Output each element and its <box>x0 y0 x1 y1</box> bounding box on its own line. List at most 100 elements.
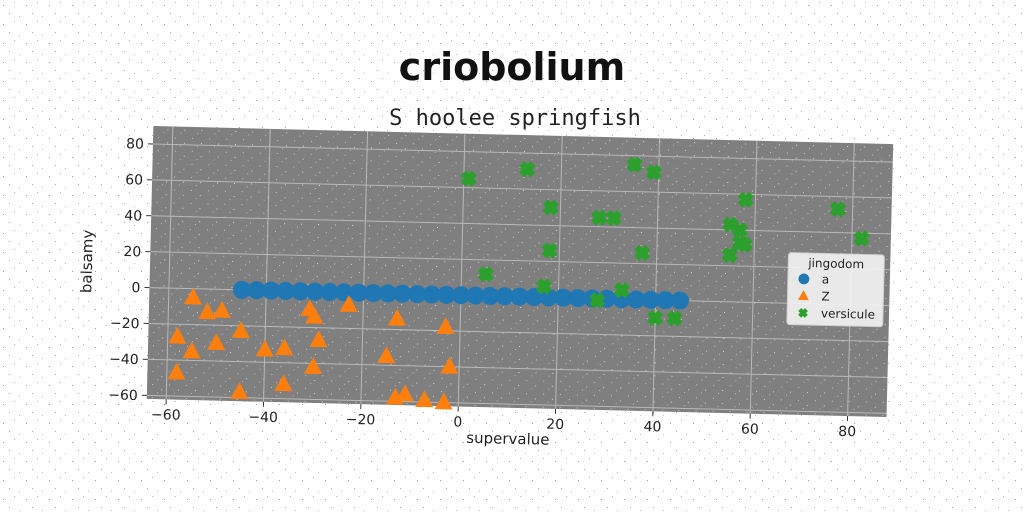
point-a <box>539 288 558 307</box>
point-z <box>274 374 293 392</box>
y-grid-line <box>151 215 892 235</box>
y-grid-line <box>152 179 892 199</box>
x-grid-line <box>652 138 661 412</box>
point-versicule <box>591 209 608 226</box>
point-a <box>451 286 470 305</box>
y-tick-label: −20 <box>110 316 140 333</box>
legend-label-z: Z <box>821 289 830 303</box>
y-tick-label: 0 <box>131 280 140 296</box>
point-a <box>364 284 383 303</box>
point-z <box>182 341 201 359</box>
x-grid-line <box>360 131 369 405</box>
point-versicule <box>460 170 477 187</box>
y-grid-line <box>146 394 887 414</box>
point-z <box>434 392 453 410</box>
point-versicule <box>736 236 753 253</box>
point-a <box>262 281 281 300</box>
point-a <box>481 286 500 305</box>
series-a <box>232 280 689 310</box>
point-a <box>378 284 397 303</box>
x-grid-line <box>555 135 563 409</box>
point-versicule <box>477 266 494 283</box>
point-z <box>415 390 434 408</box>
point-versicule <box>829 201 847 218</box>
point-versicule <box>542 199 559 216</box>
x-tick-label: −40 <box>248 409 278 426</box>
point-a <box>656 291 675 310</box>
point-a <box>437 285 456 304</box>
ticks: −60 −40 −20 0 20 40 60 80 −60 −40 −20 0 20 40 60 80 <box>108 136 856 440</box>
y-tick-label: 80 <box>126 136 144 152</box>
point-a <box>510 287 529 306</box>
point-z <box>255 339 274 357</box>
point-z <box>231 321 250 339</box>
y-grid-line <box>150 251 891 271</box>
x-grid-line <box>749 140 758 414</box>
point-versicule <box>666 310 683 327</box>
series-layer <box>167 156 870 410</box>
point-versicule <box>645 164 663 181</box>
point-versicule <box>853 230 870 247</box>
legend-label-a: a <box>822 272 830 286</box>
y-tick-label: 60 <box>125 172 143 188</box>
point-versicule <box>605 209 622 227</box>
point-versicule <box>721 246 738 264</box>
y-tick-label: 40 <box>124 208 142 224</box>
legend-marker-z <box>797 289 809 301</box>
point-z <box>436 317 455 335</box>
x-tick-label: 80 <box>838 424 856 440</box>
point-a <box>627 290 646 309</box>
y-tick-label: −60 <box>108 387 138 404</box>
legend-marker-a <box>798 273 810 285</box>
x-tick-label: −20 <box>346 412 376 429</box>
legend-label-versicule: versicule <box>821 306 875 321</box>
point-a <box>568 289 587 308</box>
point-z <box>167 362 186 380</box>
series-versicule <box>460 156 870 327</box>
point-a <box>232 280 251 299</box>
point-z <box>377 346 396 364</box>
point-a <box>247 281 266 300</box>
point-a <box>305 282 324 301</box>
point-versicule <box>613 282 630 299</box>
x-axis-label: supervalue <box>466 429 550 449</box>
point-z <box>339 295 358 313</box>
point-a <box>349 283 368 302</box>
y-axis-label: balsamy <box>77 229 97 293</box>
y-tick-label: 20 <box>123 244 141 260</box>
point-versicule <box>634 244 651 262</box>
legend-marker-versicule <box>798 308 808 318</box>
plot-area-speckles <box>146 126 894 417</box>
y-tick-label: −40 <box>109 351 139 368</box>
point-versicule <box>535 278 553 295</box>
y-grid-line <box>148 323 889 343</box>
point-z <box>440 356 459 374</box>
point-a <box>495 287 514 306</box>
y-grid-line <box>147 358 888 378</box>
point-z <box>183 287 202 305</box>
legend-title: jingodom <box>807 256 864 271</box>
point-versicule <box>541 242 558 259</box>
point-versicule <box>519 161 536 178</box>
point-a <box>524 287 543 306</box>
point-z <box>275 338 294 356</box>
y-grid-line <box>152 143 893 163</box>
point-z <box>303 357 322 375</box>
x-tick-label: 20 <box>546 417 564 433</box>
point-a <box>554 288 573 307</box>
point-versicule <box>737 191 754 208</box>
point-z <box>309 330 328 348</box>
point-a <box>670 291 689 310</box>
point-z <box>168 326 187 344</box>
point-versicule <box>589 292 606 309</box>
point-a <box>422 285 441 304</box>
point-z <box>305 306 324 324</box>
point-z <box>230 382 249 400</box>
point-versicule <box>626 156 643 173</box>
point-a <box>276 281 295 300</box>
point-a <box>466 286 485 305</box>
series-z <box>167 287 459 410</box>
